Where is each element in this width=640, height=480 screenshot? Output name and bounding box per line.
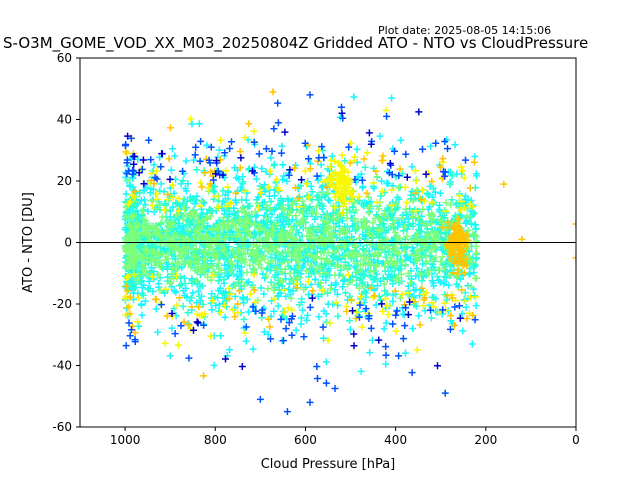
scatter-outlier-point: [572, 254, 576, 262]
x-tick-label: 1000: [110, 433, 141, 447]
scatter-cluster-orange: [438, 215, 472, 278]
x-axis-label: Cloud Pressure [hPa]: [261, 457, 396, 472]
scatter-outlier-point: [270, 125, 278, 133]
scatter-series-orange: [122, 88, 478, 380]
y-tick-label: -60: [52, 420, 72, 434]
scatter-outlier-point: [500, 180, 508, 188]
scatter-outlier-point: [383, 112, 391, 120]
x-tick-label: 600: [294, 433, 317, 447]
y-tick-label: -40: [52, 359, 72, 373]
scatter-outlier-point: [283, 408, 291, 416]
x-tick-label: 200: [474, 433, 497, 447]
y-tick-label: 0: [64, 236, 72, 250]
scatter-outlier-point: [468, 340, 476, 348]
scatter-outlier-point: [338, 103, 346, 111]
scatter-outlier-point: [306, 91, 314, 99]
scatter-outlier-point: [306, 398, 314, 406]
scatter-outlier-point: [518, 235, 526, 243]
scatter-points: [121, 88, 576, 416]
x-tick-label: 800: [204, 433, 227, 447]
x-tick-label: 400: [384, 433, 407, 447]
plot-date: Plot date: 2025-08-05 14:15:06: [378, 24, 552, 37]
scatter-series-deepblue: [124, 108, 464, 370]
scatter-series-blue: [122, 99, 479, 392]
y-tick-label: 20: [57, 174, 72, 188]
y-tick-label: 60: [57, 51, 72, 65]
y-tick-label: -20: [52, 297, 72, 311]
scatter-series-core: [121, 173, 480, 310]
scatter-outlier-point: [256, 395, 264, 403]
y-axis: -60 -40 -20 0 20 40 60: [52, 51, 80, 434]
x-axis: 1000 800 600 400 200 0: [110, 427, 580, 447]
y-tick-label: 40: [57, 113, 72, 127]
scatter-outlier-point: [441, 389, 449, 397]
x-tick-label: 0: [572, 433, 580, 447]
scatter-outlier-point: [572, 220, 576, 228]
chart-title: S-O3M_GOME_VOD_XX_M03_20250804Z Gridded …: [3, 34, 589, 52]
scatter-cluster-yellow: [319, 151, 359, 217]
y-axis-label: ATO - NTO [DU]: [21, 192, 36, 293]
